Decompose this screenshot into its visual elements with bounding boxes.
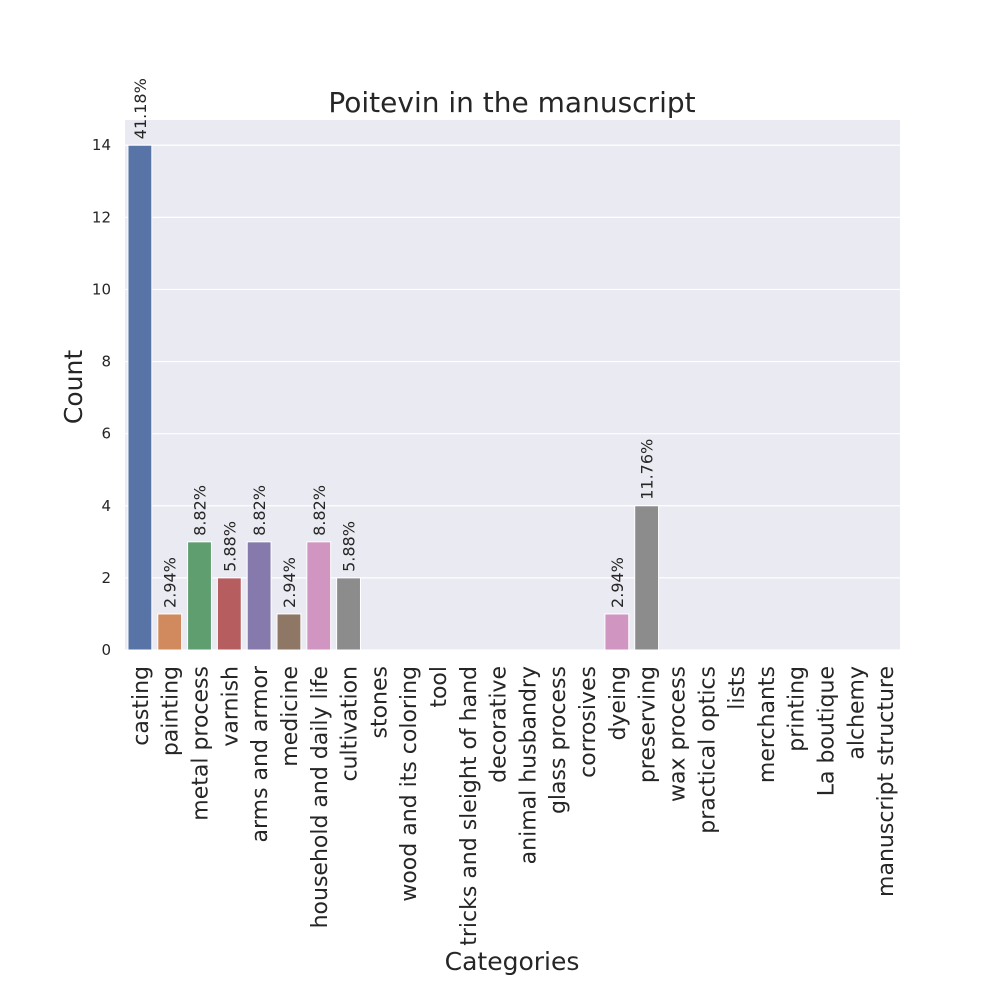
x-tick-label: corrosives <box>576 666 601 778</box>
x-tick-label: animal husbandry <box>516 666 541 864</box>
bar <box>604 613 630 651</box>
x-tick-label: wood and its coloring <box>397 666 422 902</box>
x-tick-labels: casting painting metal process varnish arms … <box>129 665 899 946</box>
y-tick-label: 2 <box>101 569 111 587</box>
bar-value-label: 41.18% <box>131 78 150 139</box>
bar <box>127 144 153 651</box>
x-tick-label: varnish <box>218 666 243 747</box>
x-tick-label: stones <box>367 666 392 739</box>
x-tick-label: cultivation <box>338 666 363 782</box>
bar-value-label: 2.94% <box>280 557 299 608</box>
x-tick-label: tool <box>427 666 452 708</box>
x-tick-label: La boutique <box>814 666 839 796</box>
bar <box>634 505 660 651</box>
y-tick-label: 4 <box>101 497 111 515</box>
x-tick-label: alchemy <box>844 666 869 760</box>
bars <box>127 144 660 651</box>
x-tick-label: arms and armor <box>248 665 273 842</box>
y-tick-label: 6 <box>101 425 111 443</box>
bar <box>306 541 332 651</box>
chart-title: Poitevin in the manuscript <box>328 86 695 119</box>
x-tick-label: merchants <box>755 666 780 783</box>
bar-value-label: 5.88% <box>220 521 239 572</box>
bar <box>216 577 242 651</box>
x-tick-label: household and daily life <box>308 666 333 928</box>
x-tick-label: decorative <box>487 666 512 783</box>
x-tick-label: printing <box>785 666 810 752</box>
x-tick-label: painting <box>159 666 184 756</box>
x-tick-label: manuscript structure <box>874 666 899 897</box>
x-tick-label: tricks and sleight of hand <box>457 666 482 946</box>
bar <box>157 613 183 651</box>
y-tick-label: 0 <box>101 641 111 659</box>
x-tick-label: dyeing <box>606 666 631 741</box>
bar-value-labels: 41.18% 2.94% 8.82% 5.88% 8.82% 2.94% 8.82% 5.88… <box>131 78 657 608</box>
y-tick-label: 8 <box>101 353 111 371</box>
bar-value-label: 2.94% <box>608 557 627 608</box>
y-axis-label: Count <box>59 350 88 424</box>
x-tick-label: glass process <box>546 666 571 814</box>
bar-value-label: 5.88% <box>340 521 359 572</box>
bar-value-label: 11.76% <box>638 439 657 500</box>
y-tick-label: 12 <box>92 208 111 226</box>
y-tick-labels: 0 2 4 6 8 10 12 14 <box>92 136 111 659</box>
x-tick-label: preserving <box>636 666 661 783</box>
bar-value-label: 8.82% <box>250 485 269 536</box>
bar-value-label: 2.94% <box>161 557 180 608</box>
x-tick-label: practical optics <box>695 666 720 834</box>
y-tick-label: 10 <box>92 280 111 298</box>
plot-area <box>125 120 900 650</box>
bar <box>336 577 361 651</box>
x-tick-label: wax process <box>665 666 690 802</box>
x-axis-label: Categories <box>445 947 580 976</box>
bar <box>246 541 272 651</box>
bar <box>276 613 302 651</box>
x-tick-label: lists <box>725 666 750 710</box>
x-tick-label: casting <box>129 666 154 746</box>
x-tick-label: medicine <box>278 666 303 767</box>
bar-value-label: 8.82% <box>310 485 329 536</box>
bar <box>187 541 212 651</box>
bar-value-label: 8.82% <box>191 485 210 536</box>
x-tick-label: metal process <box>189 666 214 821</box>
y-tick-label: 14 <box>92 136 111 154</box>
